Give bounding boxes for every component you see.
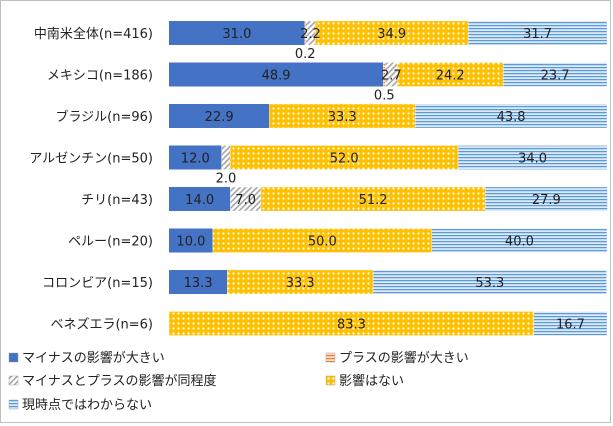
value-label: 31.7: [523, 27, 552, 42]
value-label: 0.2: [295, 47, 316, 62]
bar-segment: [269, 103, 416, 129]
value-label: 50.0: [308, 235, 337, 250]
value-label: 34.9: [377, 27, 406, 42]
legend-label: マイナスの影響が大きい: [22, 350, 165, 366]
bar-segment: [468, 20, 608, 46]
category-label: ペルー(n=20): [68, 235, 153, 250]
labels-layer: 中南米全体(n=416) 31.0 0.2 2.2 34.9 31.7 メキシコ(n=186…: [29, 26, 585, 333]
value-label: 2.7: [381, 69, 402, 84]
legend-swatch: [325, 352, 336, 363]
category-label: ブラジル(n=96): [55, 109, 153, 125]
category-label: アルゼンチン(n=50): [29, 152, 153, 167]
bar-segment: [169, 187, 231, 211]
value-label: 13.3: [184, 276, 213, 291]
bars-layer: [168, 20, 608, 336]
value-label: 22.9: [205, 110, 234, 125]
bar-segment: [168, 311, 535, 336]
bar-segment: [221, 145, 231, 170]
bar-segment: [169, 21, 305, 45]
legend-swatch: [8, 375, 19, 386]
bar-segment: [230, 145, 459, 170]
bar-segment: [415, 103, 608, 129]
value-label: 51.2: [359, 193, 388, 208]
legend-label: 影響はない: [339, 373, 404, 389]
value-label: 33.3: [328, 110, 357, 125]
value-label: 27.9: [532, 193, 561, 208]
bar-segment: [169, 104, 270, 128]
legend-swatch: [8, 399, 19, 410]
legend-label: 現時点ではわからない: [22, 398, 152, 413]
value-label: 16.7: [556, 318, 585, 333]
category-label: チリ(n=43): [81, 193, 153, 208]
value-label: 7.0: [235, 193, 256, 208]
value-label: 12.0: [181, 152, 210, 167]
value-label: 24.2: [436, 69, 465, 84]
value-label: 40.0: [505, 235, 534, 250]
legend-swatch: [325, 375, 336, 386]
value-label: 34.0: [518, 152, 547, 167]
legend-swatch: [8, 352, 19, 363]
bar-segment: [260, 186, 486, 212]
value-label: 23.7: [541, 69, 570, 84]
bar-segment: [485, 186, 608, 212]
value-label: 48.9: [262, 69, 291, 84]
bar-segment: [431, 228, 608, 253]
bar-segment: [503, 62, 608, 87]
category-label: 中南米全体(n=416): [34, 26, 153, 42]
value-label: 33.3: [286, 276, 315, 291]
bar-segment: [533, 311, 608, 336]
bar-segment: [169, 228, 213, 253]
bar-segment: [372, 269, 607, 295]
value-label: 2.0: [216, 172, 237, 187]
bar-segment: [169, 62, 384, 87]
legend-label: マイナスとプラスの影響が同程度: [22, 373, 216, 389]
bar-segment: [397, 62, 504, 87]
bar-segment: [169, 270, 228, 294]
value-label: 14.0: [185, 193, 214, 208]
bar-segment: [212, 228, 432, 253]
bar-segment: [169, 145, 222, 170]
value-label: 52.0: [330, 152, 359, 167]
bar-segment: [315, 20, 469, 46]
value-label: 31.0: [222, 27, 251, 42]
bar-segment: [227, 269, 374, 295]
value-label: 83.3: [337, 318, 366, 333]
value-label: 10.0: [176, 235, 205, 250]
legend-label: プラスの影響が大きい: [339, 350, 469, 366]
value-label: 0.5: [374, 89, 395, 104]
bar-segment: [230, 186, 262, 212]
value-label: 43.8: [497, 110, 526, 125]
value-label: 2.2: [300, 27, 321, 42]
bar-segment: [457, 145, 608, 170]
category-label: ベネズエラ(n=6): [50, 317, 153, 333]
category-label: コロンビア(n=15): [42, 276, 153, 291]
category-label: メキシコ(n=186): [47, 69, 153, 84]
value-label: 53.3: [475, 276, 504, 291]
